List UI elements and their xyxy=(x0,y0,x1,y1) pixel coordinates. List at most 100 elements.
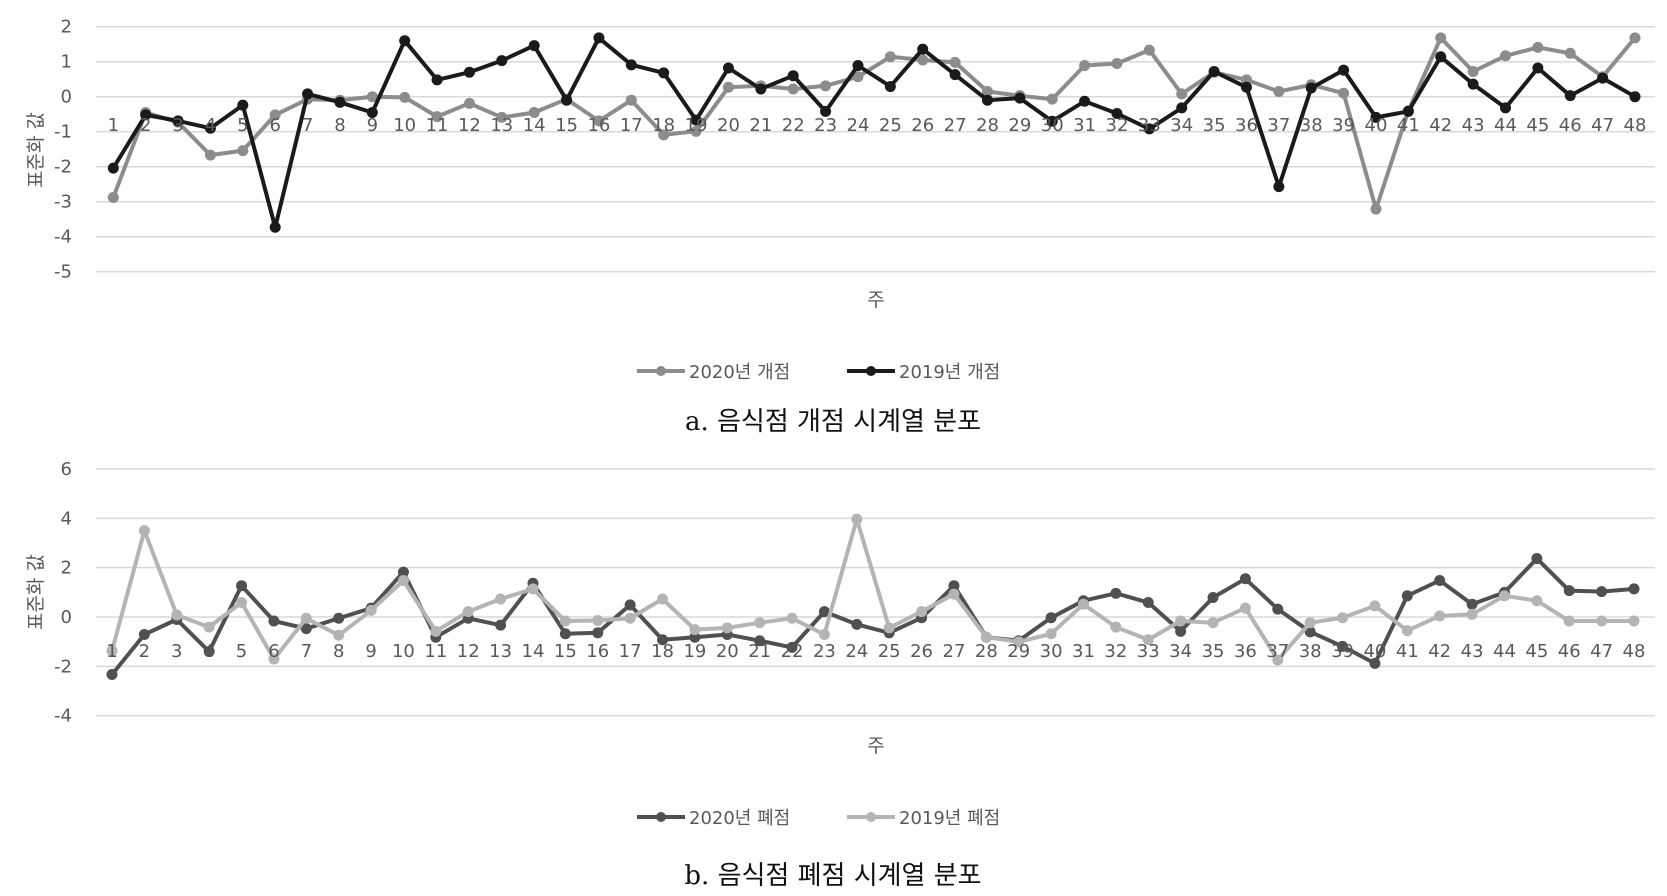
x-tick-label: 1 xyxy=(106,641,117,662)
chart-b-gridlines xyxy=(96,468,1655,717)
x-tick-label: 5 xyxy=(237,115,248,136)
chart-a-x-ticks: 1 2 3 4 5 6 7 8 9 10 11 12 13 14 15 16 17 18 19 20 21 22 23 24 2… xyxy=(108,115,1647,136)
x-tick-label: 21 xyxy=(749,115,772,136)
data-point xyxy=(1338,64,1350,76)
x-tick-label: 3 xyxy=(172,115,183,136)
x-tick-label: 13 xyxy=(489,641,512,662)
x-tick-label: 28 xyxy=(976,115,999,136)
x-tick-label: 23 xyxy=(814,115,837,136)
data-point xyxy=(592,627,604,639)
data-point xyxy=(1402,105,1414,117)
x-tick-label: 6 xyxy=(269,115,280,136)
x-tick-label: 12 xyxy=(457,641,480,662)
chart-b-x-axis-title: 주 xyxy=(867,735,884,757)
legend-label-2019-closing: 2019년 폐점 xyxy=(899,808,1000,829)
data-point xyxy=(980,631,992,643)
x-tick-label: 36 xyxy=(1235,115,1258,136)
x-tick-label: 11 xyxy=(426,115,449,136)
data-point xyxy=(528,106,540,118)
x-tick-label: 39 xyxy=(1332,115,1355,136)
data-point xyxy=(333,612,345,624)
x-tick-label: 41 xyxy=(1396,641,1419,662)
x-tick-label: 19 xyxy=(683,641,706,662)
x-tick-label: 11 xyxy=(424,641,447,662)
x-tick-label: 36 xyxy=(1234,641,1257,662)
chart-b-y-axis-title: 표준화 값 xyxy=(25,554,47,630)
data-point xyxy=(1597,72,1609,84)
data-point xyxy=(463,66,475,78)
data-point xyxy=(1370,203,1382,215)
data-point xyxy=(204,149,216,161)
data-point xyxy=(1013,636,1025,648)
x-tick-label: 4 xyxy=(205,115,216,136)
data-point xyxy=(1564,90,1576,102)
data-point xyxy=(366,106,378,118)
data-point xyxy=(1207,592,1219,604)
x-tick-label: 30 xyxy=(1041,115,1064,136)
y-tick-label: 0 xyxy=(61,607,72,628)
data-point xyxy=(138,525,150,537)
x-tick-label: 41 xyxy=(1397,115,1420,136)
data-point xyxy=(689,624,701,636)
chart-b-caption: b. 음식점 폐점 시계열 분포 xyxy=(684,861,981,891)
data-point xyxy=(722,62,734,74)
data-point xyxy=(203,646,215,658)
data-point xyxy=(1434,610,1446,622)
x-tick-label: 16 xyxy=(586,641,609,662)
x-tick-label: 27 xyxy=(944,115,967,136)
data-point xyxy=(399,91,411,103)
x-tick-label: 20 xyxy=(717,115,740,136)
data-point xyxy=(1370,111,1382,123)
x-tick-label: 24 xyxy=(845,641,868,662)
data-point xyxy=(754,617,766,629)
data-point xyxy=(1272,603,1284,615)
data-point xyxy=(1239,573,1251,585)
x-tick-label: 47 xyxy=(1590,641,1613,662)
x-tick-label: 35 xyxy=(1203,115,1226,136)
x-tick-label: 25 xyxy=(879,115,902,136)
data-point xyxy=(1499,50,1511,62)
x-tick-label: 12 xyxy=(458,115,481,136)
chart-b-series xyxy=(106,513,1640,681)
x-tick-label: 20 xyxy=(716,641,739,662)
data-point xyxy=(1369,600,1381,612)
x-tick-label: 15 xyxy=(554,641,577,662)
data-point xyxy=(1563,585,1575,597)
x-tick-label: 8 xyxy=(334,115,345,136)
x-tick-label: 7 xyxy=(302,115,313,136)
y-tick-label: -3 xyxy=(54,192,72,213)
x-tick-label: 1 xyxy=(108,115,119,136)
x-tick-label: 29 xyxy=(1007,641,1030,662)
data-point xyxy=(818,629,830,641)
data-point xyxy=(1466,598,1478,610)
x-tick-label: 33 xyxy=(1137,641,1160,662)
x-tick-label: 31 xyxy=(1072,641,1095,662)
data-point xyxy=(787,83,799,95)
x-tick-label: 42 xyxy=(1429,115,1452,136)
data-point xyxy=(690,125,702,137)
chart-a-caption: a. 음식점 개점 시계열 분포 xyxy=(685,407,981,437)
x-tick-label: 44 xyxy=(1494,115,1517,136)
x-tick-label: 44 xyxy=(1493,641,1516,662)
x-tick-label: 27 xyxy=(943,641,966,662)
x-tick-label: 10 xyxy=(392,641,415,662)
chart-a-y-ticks: 2 1 0 -1 -2 -3 -4 -5 xyxy=(54,17,72,283)
data-point xyxy=(397,575,409,587)
data-point xyxy=(365,604,377,616)
x-tick-label: 31 xyxy=(1073,115,1096,136)
data-point xyxy=(171,609,183,621)
y-tick-label: 2 xyxy=(61,17,72,38)
data-point xyxy=(1338,87,1350,99)
data-point xyxy=(1175,615,1187,627)
data-point xyxy=(334,96,346,108)
data-point xyxy=(1045,628,1057,640)
data-point xyxy=(236,596,248,608)
data-point xyxy=(981,85,993,97)
data-point xyxy=(204,122,216,134)
data-point xyxy=(138,629,150,641)
x-tick-label: 45 xyxy=(1526,115,1549,136)
x-tick-label: 2 xyxy=(140,115,151,136)
x-tick-label: 10 xyxy=(393,115,416,136)
x-tick-label: 37 xyxy=(1267,115,1290,136)
